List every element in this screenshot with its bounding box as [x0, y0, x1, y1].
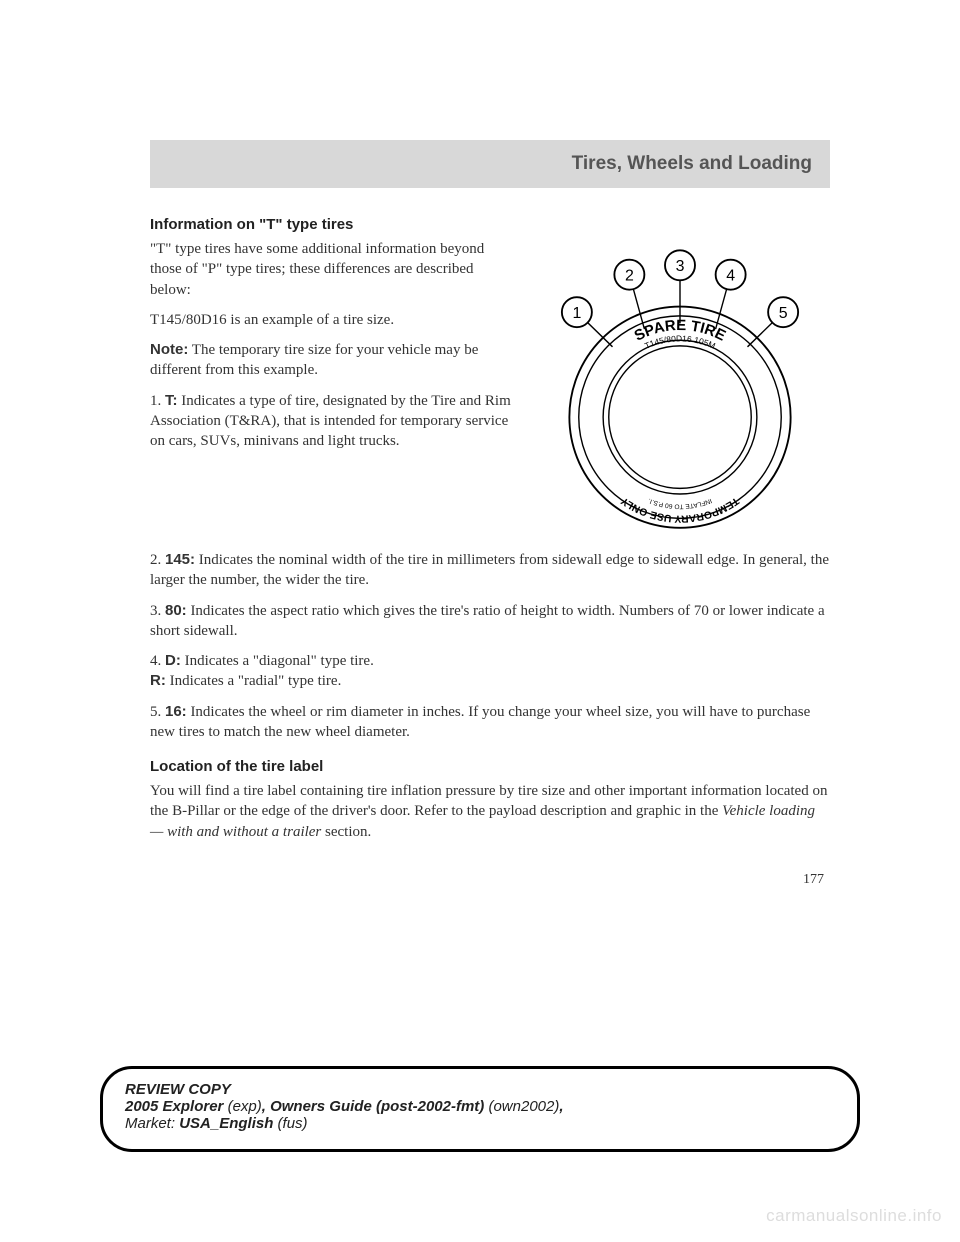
para-example: T145/80D16 is an example of a tire size. — [150, 310, 512, 330]
para-item-5: 5. 16: Indicates the wheel or rim diamet… — [150, 702, 830, 743]
svg-text:2: 2 — [625, 267, 634, 284]
watermark: carmanualsonline.info — [766, 1206, 942, 1226]
para-item-4a: 4. D: Indicates a "diagonal" type tire. — [150, 651, 830, 671]
list-text: Indicates a "diagonal" type tire. — [181, 653, 374, 669]
list-text: Indicates a "radial" type tire. — [166, 673, 342, 689]
footer-comma1: , — [262, 1098, 270, 1115]
list-text: Indicates the aspect ratio which gives t… — [150, 603, 825, 639]
list-bold: R: — [150, 672, 166, 689]
list-num: 3. — [150, 603, 165, 619]
list-bold: 16: — [165, 703, 187, 720]
footer-own: (own2002) — [484, 1098, 559, 1115]
text-b: section. — [321, 824, 371, 840]
footer-fus: (fus) — [273, 1115, 307, 1132]
list-bold: 145: — [165, 551, 195, 568]
diagram-column: SPARE TIRE T145/80D16 105M TEMPORARY USE… — [530, 239, 830, 544]
para-item-1: 1. T: Indicates a type of tire, designat… — [150, 391, 512, 452]
list-bold: 80: — [165, 602, 187, 619]
list-bold: D: — [165, 652, 181, 669]
text-column: "T" type tires have some additional info… — [150, 239, 512, 544]
footer-line-1: REVIEW COPY — [125, 1081, 835, 1098]
list-num: 1. — [150, 393, 165, 409]
chapter-header-bar: Tires, Wheels and Loading — [150, 140, 830, 188]
footer-review-copy: REVIEW COPY — [125, 1081, 231, 1098]
spare-tire-diagram: SPARE TIRE T145/80D16 105M TEMPORARY USE… — [530, 239, 830, 539]
section-heading-t-type: Information on "T" type tires — [150, 216, 830, 233]
para-note: Note: The temporary tire size for your v… — [150, 340, 512, 381]
svg-text:1: 1 — [572, 305, 581, 322]
list-num: 4. — [150, 653, 165, 669]
footer-line-2: 2005 Explorer (exp), Owners Guide (post-… — [125, 1098, 835, 1115]
list-num: 2. — [150, 552, 165, 568]
section-heading-label: Location of the tire label — [150, 758, 830, 775]
chapter-title: Tires, Wheels and Loading — [572, 153, 812, 175]
footer-line-3: Market: USA_English (fus) — [125, 1115, 835, 1132]
footer-guide: Owners Guide (post-2002-fmt) — [270, 1098, 484, 1115]
footer-market-label: Market: — [125, 1115, 179, 1132]
svg-text:3: 3 — [676, 258, 685, 275]
list-text: Indicates the nominal width of the tire … — [150, 552, 829, 588]
note-label: Note: — [150, 341, 188, 358]
para-label-location: You will find a tire label containing ti… — [150, 781, 830, 842]
page-number: 177 — [150, 872, 830, 888]
para-intro: "T" type tires have some additional info… — [150, 239, 512, 300]
para-item-3: 3. 80: Indicates the aspect ratio which … — [150, 601, 830, 642]
footer-market: USA_English — [179, 1115, 273, 1132]
list-text: Indicates a type of tire, designated by … — [150, 393, 511, 450]
manual-page: Tires, Wheels and Loading Information on… — [0, 0, 960, 948]
note-text: The temporary tire size for your vehicle… — [150, 342, 478, 378]
svg-text:4: 4 — [726, 267, 735, 284]
footer-model: 2005 Explorer — [125, 1098, 223, 1115]
svg-text:5: 5 — [779, 305, 788, 322]
list-num: 5. — [150, 704, 165, 720]
footer-comma2: , — [559, 1098, 563, 1115]
list-bold: T: — [165, 392, 178, 409]
list-text: Indicates the wheel or rim diameter in i… — [150, 704, 810, 740]
para-item-4b: R: Indicates a "radial" type tire. — [150, 671, 830, 691]
footer-box: REVIEW COPY 2005 Explorer (exp), Owners … — [100, 1066, 860, 1152]
footer-exp: (exp) — [223, 1098, 261, 1115]
para-item-2: 2. 145: Indicates the nominal width of t… — [150, 550, 830, 591]
content-two-column: "T" type tires have some additional info… — [150, 239, 830, 544]
